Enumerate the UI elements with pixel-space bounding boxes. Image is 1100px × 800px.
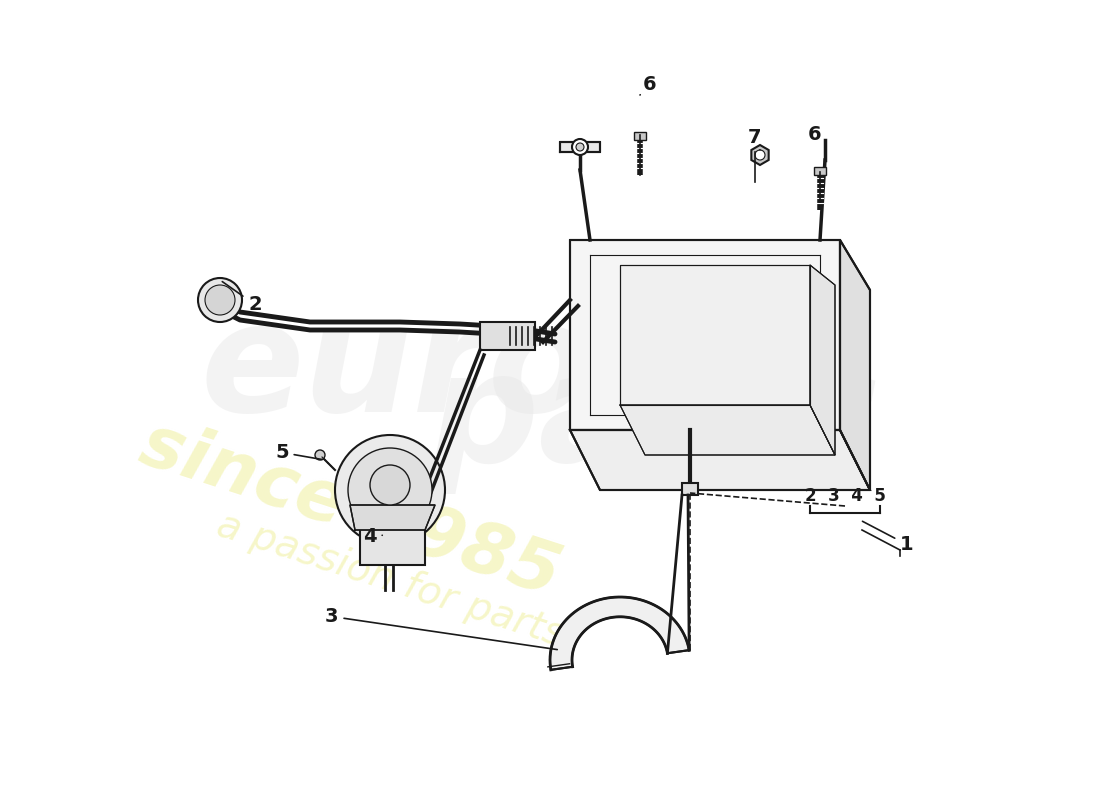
Polygon shape [810,265,835,455]
Circle shape [336,435,446,545]
Polygon shape [620,265,810,405]
Text: euro: euro [200,295,593,445]
Polygon shape [550,597,689,670]
Polygon shape [350,505,434,530]
Polygon shape [751,145,769,165]
Text: 7: 7 [748,128,761,150]
Bar [634,132,646,140]
Text: since 1985: since 1985 [132,410,569,610]
Text: 5: 5 [275,443,322,462]
Text: 2  3  4  5: 2 3 4 5 [804,487,886,505]
Bar [360,520,425,565]
Bar [480,322,535,350]
Polygon shape [840,240,870,490]
Text: parts: parts [430,346,882,494]
Circle shape [315,450,324,460]
Text: 4: 4 [363,527,382,546]
Text: 6: 6 [808,126,822,145]
Text: 2: 2 [222,282,262,314]
Text: 3: 3 [324,607,558,650]
Polygon shape [560,142,600,152]
Circle shape [755,150,764,160]
Bar [682,483,698,495]
Text: a passion for parts: a passion for parts [211,506,569,654]
Circle shape [576,143,584,151]
Text: 6: 6 [640,75,657,95]
Polygon shape [570,430,870,490]
Circle shape [348,448,432,532]
Polygon shape [620,405,835,455]
Circle shape [572,139,588,155]
Circle shape [198,278,242,322]
Text: 1: 1 [862,522,914,554]
Circle shape [205,285,235,315]
Polygon shape [570,240,840,430]
Circle shape [370,465,410,505]
Bar [814,167,826,175]
